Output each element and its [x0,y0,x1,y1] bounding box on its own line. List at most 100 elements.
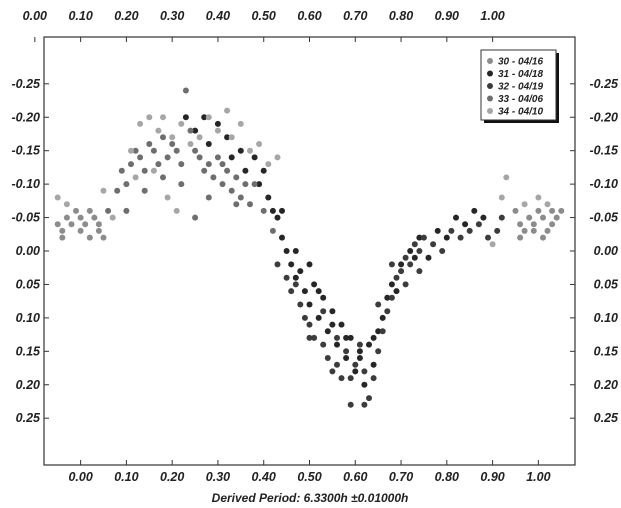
data-point [118,167,125,174]
data-point [283,274,290,281]
data-point [352,361,359,368]
legend-label: 34 - 04/10 [498,107,543,118]
data-point [370,361,377,368]
data-point [480,214,487,221]
data-point [297,268,304,275]
data-point [123,207,130,214]
data-point [169,134,176,141]
top-tick-label: 0.70 [343,9,367,23]
right-tick-label: 0.05 [594,277,619,291]
data-point [73,207,79,214]
right-tick-label: 0.20 [594,378,618,392]
data-point [77,227,84,234]
data-point [77,214,84,221]
right-tick-label: -0.20 [590,110,619,124]
data-point [274,214,281,221]
data-point [173,147,180,154]
data-point [517,221,524,228]
data-point [237,120,244,127]
data-point [315,288,322,295]
data-point [370,334,377,341]
data-point [306,334,313,341]
data-point [489,241,496,248]
data-point [169,141,176,147]
data-point [347,401,354,408]
data-point [292,281,299,288]
data-point [205,194,212,201]
data-point [306,261,313,268]
data-point [420,234,427,241]
left-tick-label: 0.10 [16,311,40,325]
data-point [338,375,345,382]
data-point [224,134,231,141]
data-point [160,114,166,121]
data-point [91,214,98,221]
data-point [471,207,478,214]
bottom-tick-label: 0.10 [114,470,138,484]
bottom-tick-label: 0.00 [68,470,92,484]
data-point [402,254,409,261]
data-point [205,114,212,121]
data-point [494,227,501,234]
data-point [128,161,134,168]
data-point [361,368,368,375]
data-point [192,214,199,221]
data-point [320,294,327,301]
data-point [530,221,537,228]
axis-ticks: 0.00 0.10 0.20 0.30 0.40 0.50 0.60 0.70 0.80 0.90… [12,9,620,484]
bottom-tick-label: 0.60 [343,470,367,484]
data-point [196,154,203,161]
data-point [366,395,372,402]
data-point [155,161,162,168]
right-tick-label: 0.00 [594,244,618,258]
legend-label: 30 - 04/16 [498,57,543,68]
data-point [379,314,386,321]
bottom-tick-label: 0.40 [252,470,276,484]
data-point [228,134,235,141]
data-point [146,114,153,121]
data-point [132,174,139,181]
data-point [192,127,199,134]
data-point [315,314,322,321]
data-point [59,234,66,241]
data-point [411,241,418,248]
right-tick-label: -0.25 [590,77,620,91]
data-point [475,221,482,228]
bottom-tick-label: 0.30 [206,470,230,484]
data-point [324,355,331,361]
data-point [105,207,112,214]
data-point [324,328,331,335]
right-tick-label: 0.10 [594,311,618,325]
data-point [388,294,395,301]
data-point [398,261,405,268]
data-point [388,261,395,268]
data-point [187,141,194,147]
data-point [407,248,414,254]
data-point [233,201,240,208]
data-point [352,368,359,375]
data-point [434,227,441,234]
data-point [237,147,244,154]
data-point [260,167,267,174]
data-point [164,154,171,161]
data-point [187,127,194,134]
data-point [457,234,464,241]
top-tick-label: 0.30 [160,9,184,23]
data-point [150,147,157,154]
legend-marker [487,95,493,102]
left-tick-label: 0.20 [16,378,40,392]
data-point [398,268,405,275]
data-point [214,154,221,161]
data-point [256,181,263,188]
bottom-tick-label: 0.50 [297,470,321,484]
data-point [59,227,66,234]
data-point [54,194,61,201]
right-tick-label: -0.05 [590,211,620,225]
data-point [283,248,290,254]
data-point [68,221,75,228]
right-tick-label: -0.10 [590,177,619,191]
data-point [361,401,368,408]
data-point [228,187,235,194]
legend-marker [487,108,493,114]
data-point [425,254,432,261]
